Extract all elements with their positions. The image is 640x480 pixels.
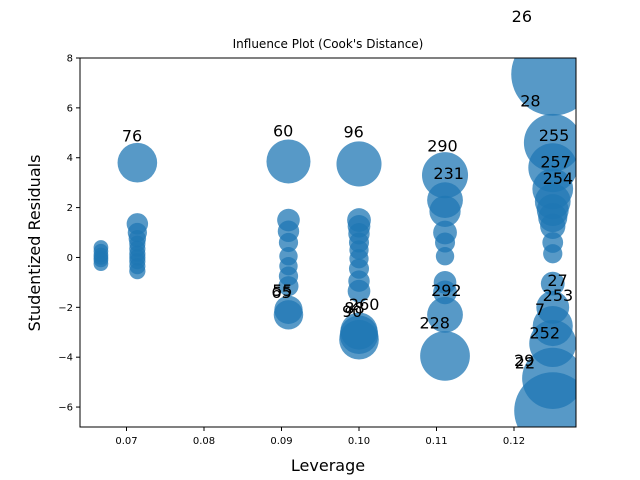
y-tick-label-1: −4 bbox=[58, 353, 73, 364]
data-point-59 bbox=[543, 244, 563, 264]
plot-frame bbox=[79, 57, 577, 428]
point-annotation-9: 254 bbox=[543, 169, 574, 188]
point-annotation-17: 253 bbox=[543, 286, 574, 305]
point-annotation-15: 292 bbox=[431, 281, 462, 300]
point-annotation-4: 290 bbox=[427, 136, 458, 155]
point-annotation-12: 260 bbox=[349, 295, 380, 314]
data-point-42 bbox=[429, 195, 461, 227]
point-annotation-21: 29 bbox=[514, 351, 534, 370]
y-axis: −6 −4 −2 0 2 4 6 8 bbox=[58, 54, 80, 414]
data-point-25 bbox=[274, 295, 303, 324]
data-point-61 bbox=[536, 290, 570, 324]
point-annotation-18: 7 bbox=[535, 300, 545, 319]
data-point-16 bbox=[129, 263, 146, 280]
data-point-5 bbox=[93, 256, 109, 272]
x-tick-label-2: 0.09 bbox=[270, 436, 292, 447]
x-tick-label-5: 0.12 bbox=[503, 436, 525, 447]
point-annotation-3: 96 bbox=[344, 122, 364, 141]
point-annotation-8: 231 bbox=[433, 164, 464, 183]
point-annotation-22: 22 bbox=[515, 353, 535, 372]
data-point-60 bbox=[540, 271, 565, 296]
points-layer bbox=[93, 58, 576, 427]
x-tick-label-3: 0.10 bbox=[348, 436, 370, 447]
point-annotation-0: 26 bbox=[512, 7, 532, 26]
y-tick-label-5: 4 bbox=[67, 153, 73, 164]
data-point-50 bbox=[511, 58, 576, 116]
point-annotation-14: 90 bbox=[342, 302, 362, 321]
point-annotation-6: 255 bbox=[539, 126, 570, 145]
y-tick-label-4: 2 bbox=[67, 203, 73, 214]
y-axis-label: Studentized Residuals bbox=[25, 155, 44, 332]
point-annotation-11: 65 bbox=[271, 283, 291, 302]
x-tick-label-4: 0.11 bbox=[425, 436, 447, 447]
y-tick-label-2: −2 bbox=[58, 303, 73, 314]
y-tick-label-7: 8 bbox=[67, 54, 73, 65]
point-annotation-20: 252 bbox=[530, 323, 561, 342]
data-point-6 bbox=[117, 142, 158, 183]
x-tick-label-0: 0.07 bbox=[115, 436, 137, 447]
data-point-45 bbox=[435, 247, 455, 266]
x-tick-label-1: 0.08 bbox=[193, 436, 215, 447]
point-annotation-2: 60 bbox=[273, 122, 293, 141]
data-point-37 bbox=[340, 312, 378, 350]
data-point-27 bbox=[336, 141, 382, 187]
data-point-48 bbox=[427, 296, 463, 333]
data-point-49 bbox=[420, 331, 470, 381]
y-tick-label-0: −6 bbox=[58, 403, 73, 414]
data-point-57 bbox=[540, 213, 566, 239]
point-annotation-7: 257 bbox=[540, 153, 571, 172]
data-point-17 bbox=[266, 139, 311, 184]
point-annotation-16: 27 bbox=[547, 271, 567, 290]
y-tick-label-6: 6 bbox=[67, 103, 73, 114]
data-point-33 bbox=[349, 249, 369, 269]
point-annotation-10: 55 bbox=[272, 281, 292, 300]
point-annotation-13: 88 bbox=[344, 299, 364, 318]
point-annotation-1: 76 bbox=[122, 127, 142, 146]
data-point-22 bbox=[279, 256, 298, 276]
data-point-44 bbox=[435, 232, 456, 253]
y-tick-label-3: 0 bbox=[67, 253, 73, 264]
x-axis-label: Leverage bbox=[291, 456, 365, 475]
x-axis: 0.07 0.08 0.09 0.10 0.11 0.12 bbox=[115, 427, 525, 447]
data-point-20 bbox=[278, 232, 299, 253]
point-annotation-19: 228 bbox=[419, 314, 450, 333]
data-point-46 bbox=[433, 271, 457, 294]
point-annotation-5: 28 bbox=[520, 92, 540, 111]
chart-title: Influence Plot (Cook's Distance) bbox=[233, 37, 424, 51]
